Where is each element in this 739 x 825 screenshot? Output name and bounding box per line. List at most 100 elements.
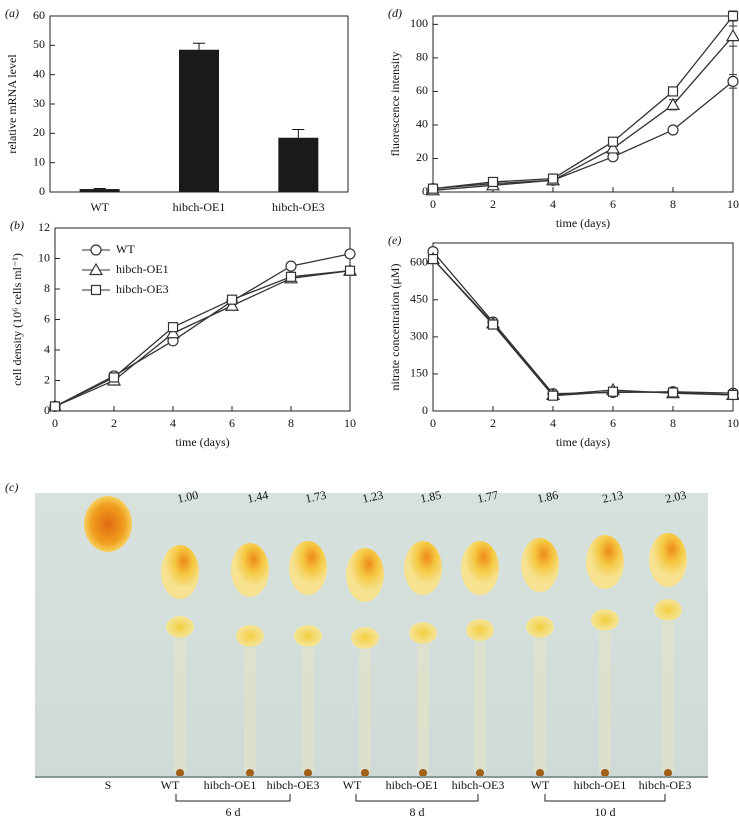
x-tick-label: 6	[610, 197, 616, 211]
tlc-spot	[654, 599, 682, 621]
marker	[665, 97, 681, 110]
lane-label: WT	[161, 778, 180, 792]
tlc-origin	[601, 769, 609, 777]
series-line	[432, 35, 734, 191]
y-tick-label: 450	[410, 292, 428, 306]
marker	[727, 75, 739, 87]
marker	[727, 10, 739, 22]
group-bracket	[175, 794, 291, 802]
y-axis-label: fluorescence intensity	[388, 52, 402, 157]
tlc-spot	[521, 538, 559, 592]
series-line	[54, 270, 351, 408]
lane-label: WT	[531, 778, 550, 792]
y-tick-label: 8	[44, 281, 50, 295]
lane-label: hibch-OE3	[267, 778, 320, 792]
plot-frame	[432, 242, 734, 412]
x-tick-label: 4	[550, 197, 556, 211]
y-axis-label: nitrate concentration (μM)	[388, 263, 402, 390]
y-tick-label: 10	[33, 154, 45, 168]
tlc-spot	[409, 622, 437, 644]
marker	[727, 389, 739, 401]
tlc-spot	[289, 541, 327, 595]
series-line	[432, 251, 734, 395]
tlc-origin	[361, 769, 369, 777]
tlc-spot	[236, 625, 264, 647]
ratio-label: 1.86	[536, 488, 559, 506]
marker	[108, 372, 120, 383]
marker	[667, 86, 679, 97]
legend-label: hibch-OE1	[116, 262, 169, 276]
y-tick-label: 0	[422, 403, 428, 417]
tlc-spot	[466, 619, 494, 641]
y-tick-label: 0	[44, 403, 50, 417]
ratio-label: 1.44	[246, 488, 269, 506]
tlc-spot	[294, 625, 322, 647]
tlc-streak	[599, 632, 611, 772]
group-label: 6 d	[226, 805, 241, 819]
legend-marker	[88, 262, 104, 276]
series-line	[432, 258, 734, 396]
ratio-label: 1.73	[304, 488, 327, 506]
tlc-spot	[351, 627, 379, 649]
ratio-label: 1.85	[419, 488, 442, 506]
y-tick-label: 80	[416, 50, 428, 64]
panel-label: (b)	[10, 218, 24, 232]
lane-label: hibch-OE1	[574, 778, 627, 792]
tlc-spot	[231, 543, 269, 597]
panel-label: (c)	[5, 480, 18, 494]
y-tick-label: 100	[410, 16, 428, 30]
y-tick-label: 4	[44, 342, 50, 356]
tlc-spot	[461, 541, 499, 595]
tlc-origin	[476, 769, 484, 777]
y-tick-label: 600	[410, 255, 428, 269]
group-bracket	[544, 794, 666, 802]
error-bar	[292, 129, 305, 138]
x-tick-label: 2	[111, 416, 117, 430]
tlc-streak	[474, 642, 486, 772]
panel-label: (a)	[5, 6, 19, 20]
tlc-spot	[649, 533, 687, 587]
marker	[226, 294, 238, 305]
marker	[487, 319, 499, 330]
tlc-streak	[662, 622, 674, 772]
panel-label: (e)	[388, 233, 401, 247]
tlc-streak	[244, 648, 256, 772]
x-tick-label: 4	[170, 416, 176, 430]
legend-label: hibch-OE3	[116, 282, 169, 296]
marker	[344, 248, 356, 260]
x-tick-label: 0	[430, 416, 436, 430]
legend-marker	[90, 244, 102, 256]
x-tick-label: 8	[670, 197, 676, 211]
y-tick-label: 20	[416, 150, 428, 164]
x-axis-label: time (days)	[175, 435, 229, 449]
marker	[607, 386, 619, 397]
marker	[285, 260, 297, 272]
y-tick-label: 0	[422, 184, 428, 198]
y-tick-label: 40	[416, 117, 428, 131]
x-tick-label: hibch-OE3	[272, 200, 325, 214]
y-tick-label: 10	[38, 250, 50, 264]
panel-label: (d)	[388, 6, 402, 20]
tlc-origin	[664, 769, 672, 777]
x-tick-label: 0	[52, 416, 58, 430]
x-axis-label: time (days)	[556, 435, 610, 449]
tlc-origin	[246, 769, 254, 777]
marker	[427, 253, 439, 265]
tlc-spot	[591, 609, 619, 631]
x-tick-label: 8	[288, 416, 294, 430]
bar	[79, 189, 120, 192]
y-tick-label: 300	[410, 329, 428, 343]
tlc-origin	[419, 769, 427, 777]
error-bar	[93, 187, 106, 190]
ratio-label: 2.13	[601, 488, 624, 506]
series-line	[54, 253, 351, 408]
marker	[667, 387, 679, 398]
marker	[487, 176, 499, 188]
marker	[49, 401, 61, 412]
marker	[725, 28, 739, 42]
marker	[547, 390, 559, 401]
x-tick-label: 4	[550, 416, 556, 430]
ratio-label: 2.03	[664, 488, 687, 506]
tlc-spot	[526, 616, 554, 638]
y-tick-label: 20	[33, 125, 45, 139]
